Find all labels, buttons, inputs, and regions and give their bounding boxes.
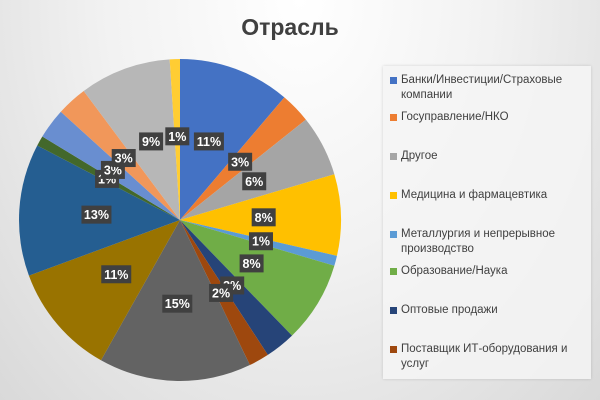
data-label: 1% xyxy=(165,127,190,146)
data-label: 8% xyxy=(239,254,264,273)
legend-swatch xyxy=(390,231,397,238)
legend-swatch xyxy=(390,114,397,121)
data-label: 3% xyxy=(228,152,253,171)
legend-swatch xyxy=(390,153,397,160)
data-label: 11% xyxy=(101,265,132,284)
data-label: 2% xyxy=(209,283,234,302)
legend-item: Другое xyxy=(390,149,590,164)
legend-swatch xyxy=(390,307,397,314)
legend-label: Оптовые продажи xyxy=(401,304,498,316)
svg-text:6%: 6% xyxy=(245,175,263,189)
legend-label: Металлургия и непрерывное производство xyxy=(401,228,556,255)
svg-text:3%: 3% xyxy=(115,152,133,166)
svg-text:1%: 1% xyxy=(252,235,270,249)
svg-text:8%: 8% xyxy=(243,257,261,271)
svg-text:8%: 8% xyxy=(255,211,273,225)
legend-label: Госуправление/НКО xyxy=(401,111,509,123)
data-label: 3% xyxy=(111,149,136,168)
legend-swatch xyxy=(390,268,397,275)
pie-slice xyxy=(83,59,180,220)
svg-text:11%: 11% xyxy=(104,268,128,282)
legend-item: Медицина и фармацевтика xyxy=(390,188,590,203)
legend-item: Банки/Инвестиции/Страховые компании xyxy=(390,73,590,103)
data-label: 6% xyxy=(242,172,267,191)
svg-text:11%: 11% xyxy=(197,135,221,149)
pie-slice xyxy=(28,220,180,361)
pie-slice xyxy=(180,220,335,336)
svg-text:3%: 3% xyxy=(231,155,249,169)
pie-slice xyxy=(180,119,335,220)
legend-label: Образование/Наука xyxy=(401,265,508,277)
legend-item: Оптовые продажи xyxy=(390,303,590,318)
legend-label: Другое xyxy=(401,150,438,162)
legend-item: Металлургия и непрерывное производство xyxy=(390,227,590,257)
legend: Банки/Инвестиции/Страховые компании Госуп… xyxy=(383,66,591,379)
pie-slice xyxy=(180,59,285,220)
data-label: 8% xyxy=(251,208,276,227)
legend-item: Образование/Наука xyxy=(390,264,590,279)
pie-chart: 11%3%6%8%1%8%3%2%15%11%13%1%3%3%9%1% xyxy=(18,59,341,381)
legend-item: Госуправление/НКО xyxy=(390,110,590,125)
legend-label: Банки/Инвестиции/Страховые компании xyxy=(401,74,563,101)
svg-text:1%: 1% xyxy=(168,130,186,144)
data-label: 9% xyxy=(139,132,164,151)
legend-swatch xyxy=(390,192,397,199)
data-label: 11% xyxy=(193,132,224,151)
legend-item: Поставщик ИТ-оборудования и услуг xyxy=(390,342,590,372)
data-label: 15% xyxy=(162,294,193,313)
svg-text:2%: 2% xyxy=(212,286,230,300)
legend-swatch xyxy=(390,346,397,353)
svg-text:13%: 13% xyxy=(84,208,109,222)
legend-label: Медицина и фармацевтика xyxy=(401,189,548,201)
legend-label: Поставщик ИТ-оборудования и услуг xyxy=(401,343,568,370)
svg-text:9%: 9% xyxy=(142,135,160,149)
data-label: 1% xyxy=(248,232,273,251)
legend-swatch xyxy=(390,77,397,84)
chart-title: Отрасль xyxy=(241,14,339,40)
svg-text:15%: 15% xyxy=(165,297,190,311)
data-label: 13% xyxy=(81,205,112,224)
